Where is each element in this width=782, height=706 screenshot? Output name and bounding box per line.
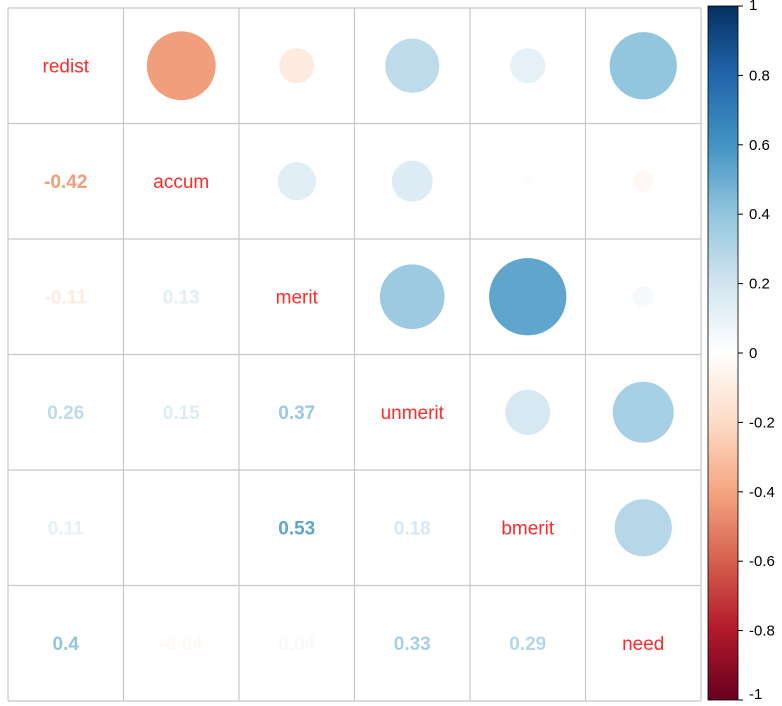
- corr-circle-unmerit-need: [612, 381, 674, 443]
- variable-label-merit: merit: [276, 287, 319, 308]
- matrix-cells: redist -0.42 accum -0.11 0.13 merit 0.26 0.15 0.…: [43, 31, 677, 655]
- colorbar-tick-label: -0.6: [749, 553, 775, 570]
- corr-value-unmerit-merit: 0.37: [278, 403, 315, 424]
- colorbar-tick-label: 0.4: [749, 206, 770, 223]
- corr-value-merit-redist: -0.11: [45, 287, 88, 308]
- corr-circle-bmerit-need: [614, 499, 672, 557]
- corr-circle-accum-merit: [277, 162, 316, 201]
- colorbar-tick-label: -1: [749, 686, 762, 703]
- corr-value-need-accum: -0.04: [160, 634, 204, 655]
- corr-value-accum-redist: -0.42: [44, 172, 87, 193]
- corr-value-unmerit-accum: 0.15: [163, 403, 200, 424]
- corr-circle-merit-need: [632, 286, 654, 308]
- corr-value-need-unmerit: 0.33: [394, 634, 431, 655]
- colorbar-tick-label: -0.8: [749, 623, 775, 640]
- corr-value-bmerit-merit: 0.53: [278, 518, 315, 539]
- corr-circle-accum-unmerit: [391, 160, 433, 202]
- matrix-grid: [7, 7, 702, 702]
- colorbar-tick-label: 0.2: [749, 276, 770, 293]
- corr-circle-redist-unmerit: [385, 38, 440, 93]
- corr-circle-merit-unmerit: [379, 264, 445, 330]
- corr-circle-accum-need: [632, 170, 654, 192]
- variable-label-need: need: [622, 634, 664, 655]
- corr-circle-accum-bmerit: [522, 175, 534, 187]
- corr-value-bmerit-accum: -0.01: [160, 518, 204, 539]
- colorbar-tick-label: 0.6: [749, 137, 770, 154]
- variable-label-accum: accum: [153, 172, 209, 193]
- corr-value-merit-accum: 0.13: [163, 287, 200, 308]
- colorbar-tick-label: 0.8: [749, 67, 770, 84]
- colorbar-tick-label: -0.2: [749, 414, 775, 431]
- colorbar-tick-label: 1: [749, 0, 757, 14]
- corr-value-unmerit-redist: 0.26: [47, 403, 84, 424]
- colorbar: 1 0.8 0.6 0.4 0.2 0 -0.2 -0.4 -0.6 -0.8 -1: [707, 0, 775, 703]
- corr-circle-redist-bmerit: [510, 48, 546, 84]
- corr-circle-unmerit-bmerit: [505, 389, 551, 435]
- corr-circle-redist-need: [609, 32, 677, 100]
- corr-value-bmerit-redist: 0.11: [48, 518, 84, 539]
- corr-value-bmerit-unmerit: 0.18: [394, 518, 431, 539]
- corr-circle-redist-merit: [279, 48, 315, 84]
- colorbar-gradient: [707, 5, 739, 701]
- corr-value-need-bmerit: 0.29: [509, 634, 546, 655]
- variable-label-bmerit: bmerit: [501, 518, 555, 539]
- variable-label-unmerit: unmerit: [381, 403, 445, 424]
- corr-circle-merit-bmerit: [489, 258, 567, 336]
- corr-value-need-redist: 0.4: [53, 634, 80, 655]
- colorbar-tick-label: 0: [749, 345, 757, 362]
- colorbar-tick-label: -0.4: [749, 484, 775, 501]
- variable-label-redist: redist: [43, 56, 90, 77]
- corr-circle-redist-accum: [146, 31, 216, 101]
- corr-value-need-merit: 0.04: [278, 634, 315, 655]
